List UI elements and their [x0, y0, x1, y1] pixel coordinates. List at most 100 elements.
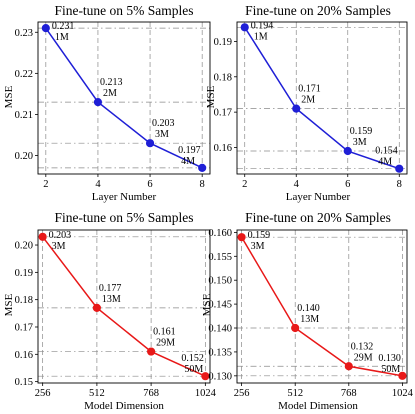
- data-label: 0.161: [153, 327, 176, 338]
- x-tick-label: 8: [397, 179, 402, 190]
- y-tick-label: 0.21: [15, 110, 33, 121]
- data-label: 0.132: [351, 341, 374, 352]
- y-tick-label: 0.17: [15, 322, 33, 333]
- y-tick-label: 0.135: [208, 347, 232, 358]
- plot-frame: [37, 21, 211, 175]
- series-line: [42, 236, 206, 377]
- param-count-label: 3M: [251, 241, 265, 252]
- data-label: 0.231: [52, 21, 74, 32]
- param-count-label: 1M: [55, 32, 69, 43]
- x-tick-label: 6: [345, 179, 350, 190]
- data-point: [38, 232, 47, 241]
- y-tick-label: 0.18: [214, 72, 232, 83]
- param-count-label: 29M: [156, 338, 175, 349]
- param-count-label: 13M: [300, 314, 319, 325]
- data-label: 0.177: [99, 283, 122, 294]
- param-count-label: 3M: [353, 137, 367, 148]
- y-axis-label: MSE: [205, 85, 217, 108]
- y-tick-label: 0.155: [208, 252, 232, 263]
- data-label: 0.130: [378, 353, 401, 364]
- plot-frame: [236, 21, 408, 175]
- series-line: [45, 27, 203, 169]
- param-count-label: 3M: [155, 129, 169, 140]
- y-tick-label: 0.15: [15, 377, 33, 388]
- data-point: [291, 323, 300, 333]
- data-label: 0.159: [248, 230, 270, 241]
- x-tick-label: 768: [143, 388, 159, 399]
- data-label: 0.203: [152, 118, 175, 129]
- x-tick-label: 512: [89, 388, 105, 399]
- data-label: 0.213: [100, 77, 123, 88]
- data-point: [237, 233, 246, 242]
- x-axis-label: Layer Number: [286, 191, 351, 203]
- data-label: 0.203: [49, 230, 71, 241]
- plot-frame: [236, 229, 408, 384]
- y-tick-label: 0.23: [15, 28, 33, 39]
- chart-panel-top-right: Fine-tune on 20% Samples Layer Number MS…: [205, 3, 408, 203]
- data-point: [147, 347, 156, 356]
- data-point: [344, 362, 353, 371]
- param-count-label: 2M: [301, 95, 315, 106]
- data-point: [92, 303, 101, 312]
- plot-frame: [37, 229, 211, 384]
- param-count-label: 50M: [184, 364, 203, 375]
- y-tick-label: 0.16: [15, 350, 33, 361]
- y-tick-label: 0.150: [208, 276, 232, 287]
- param-count-label: 2M: [103, 88, 117, 99]
- data-point: [93, 98, 103, 107]
- param-count-label: 4M: [378, 157, 392, 168]
- x-tick-label: 512: [287, 388, 303, 399]
- chart-title: Fine-tune on 5% Samples: [54, 3, 193, 18]
- x-axis-label: Model Dimension: [278, 400, 358, 412]
- y-tick-label: 0.130: [208, 371, 232, 382]
- y-tick-label: 0.18: [15, 295, 33, 306]
- x-tick-label: 1024: [195, 388, 217, 399]
- param-count-label: 29M: [354, 352, 373, 363]
- x-tick-label: 2: [43, 179, 48, 190]
- x-tick-label: 4: [294, 179, 300, 190]
- data-point: [41, 24, 50, 33]
- y-axis-label: MSE: [201, 293, 213, 316]
- y-tick-label: 0.20: [15, 241, 33, 252]
- x-tick-label: 256: [35, 388, 51, 399]
- y-tick-label: 0.140: [208, 324, 232, 335]
- y-axis-label: MSE: [3, 85, 15, 108]
- x-tick-label: 6: [147, 179, 152, 190]
- y-tick-label: 0.160: [208, 228, 232, 239]
- param-count-label: 3M: [52, 241, 66, 252]
- chart-title: Fine-tune on 20% Samples: [245, 3, 391, 18]
- x-tick-label: 768: [341, 388, 357, 399]
- chart-title: Fine-tune on 20% Samples: [245, 210, 391, 225]
- param-count-label: 50M: [381, 364, 400, 375]
- data-label: 0.194: [251, 20, 274, 31]
- data-point: [145, 139, 155, 148]
- data-point: [198, 163, 207, 172]
- data-point: [398, 371, 407, 380]
- data-point: [292, 104, 301, 113]
- y-tick-label: 0.22: [15, 69, 33, 80]
- data-point: [201, 372, 210, 381]
- plot-area: 256 512 768 1024 0.15 0.16 0.17 0.18 0.19 0.20 0.2…: [15, 229, 217, 399]
- data-point: [240, 23, 249, 32]
- x-axis-label: Layer Number: [92, 191, 157, 203]
- series-line: [244, 26, 400, 170]
- y-tick-label: 0.19: [15, 268, 33, 279]
- data-point: [395, 164, 404, 173]
- series-line: [240, 236, 403, 377]
- data-label: 0.140: [297, 303, 320, 314]
- param-count-label: 4M: [181, 156, 195, 167]
- data-label: 0.154: [375, 146, 398, 157]
- data-label: 0.171: [298, 84, 321, 95]
- x-tick-label: 4: [95, 179, 101, 190]
- y-axis-label: MSE: [3, 293, 15, 316]
- y-tick-label: 0.16: [214, 143, 232, 154]
- data-point: [343, 146, 352, 156]
- chart-title: Fine-tune on 5% Samples: [54, 210, 193, 225]
- x-axis-label: Model Dimension: [84, 400, 164, 412]
- chart-panel-top-left: Fine-tune on 5% Samples Layer Number MSE…: [3, 3, 211, 203]
- chart-panel-bottom-left: Fine-tune on 5% Samples Model Dimension …: [3, 210, 217, 412]
- data-label: 0.159: [350, 126, 373, 137]
